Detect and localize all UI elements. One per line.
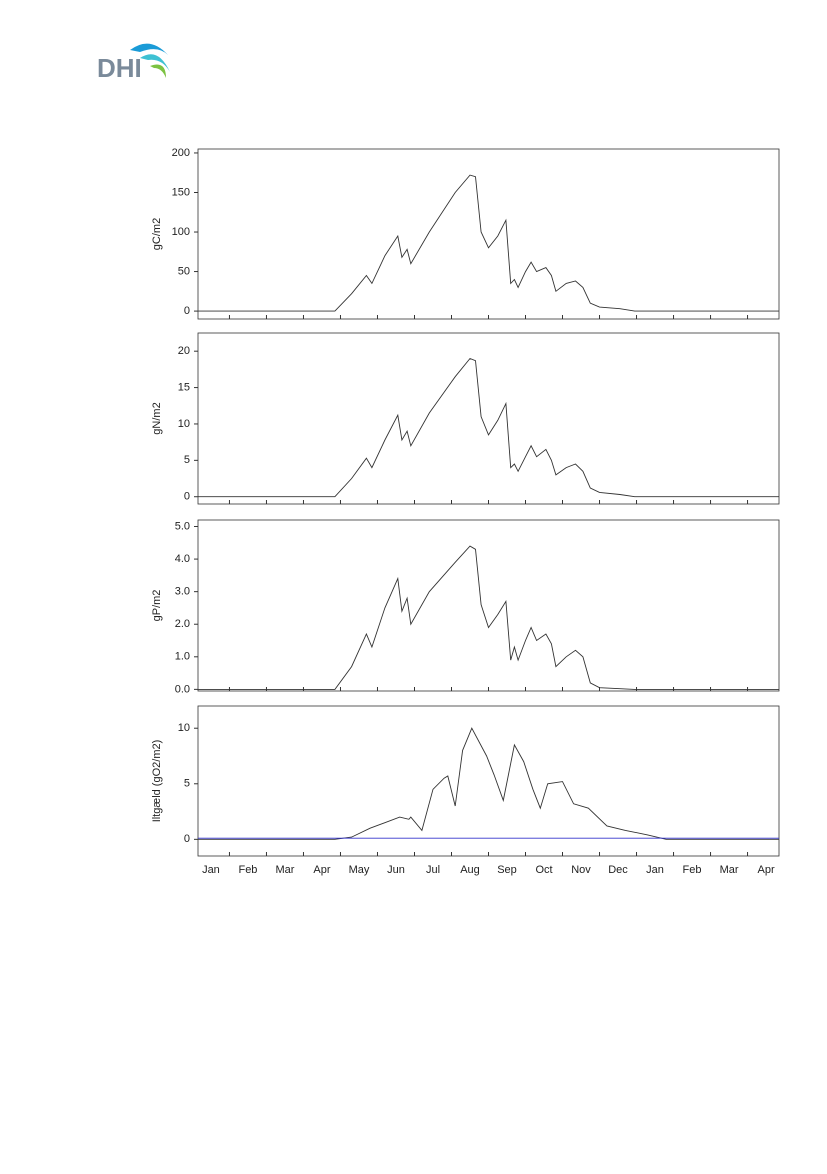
- x-tick-label: Mar: [720, 864, 739, 876]
- y-axis-label: gC/m2: [151, 218, 163, 250]
- x-tick-label: May: [349, 864, 370, 876]
- y-tick-label: 0.0: [175, 683, 190, 695]
- y-axis-label: gN/m2: [151, 402, 163, 434]
- x-tick-label: Apr: [757, 864, 774, 876]
- x-tick-label: Jan: [202, 864, 220, 876]
- x-tick-label: Jan: [646, 864, 664, 876]
- data-line: [198, 727, 779, 840]
- y-tick-label: 50: [178, 265, 190, 277]
- logo-wave: [140, 54, 170, 72]
- x-tick-label: Sep: [497, 864, 517, 876]
- data-line: [198, 357, 779, 498]
- x-tick-label: Nov: [571, 864, 591, 876]
- y-tick-label: 5: [184, 454, 190, 466]
- logo-wave: [150, 64, 166, 78]
- y-tick-label: 150: [172, 186, 190, 198]
- y-tick-label: 200: [172, 147, 190, 159]
- x-tick-label: Mar: [275, 864, 294, 876]
- x-tick-label: Jun: [387, 864, 405, 876]
- y-tick-label: 100: [172, 226, 190, 238]
- logo-wave: [130, 43, 168, 55]
- logo-text: DHI: [97, 53, 142, 83]
- x-tick-label: Jul: [426, 864, 440, 876]
- x-tick-label: Feb: [683, 864, 702, 876]
- x-tick-label: Feb: [238, 864, 257, 876]
- plot-frame: [197, 148, 780, 320]
- y-tick-label: 1.0: [175, 651, 190, 663]
- y-tick-label: 10: [178, 418, 190, 430]
- y-axis-label: gP/m2: [151, 590, 163, 622]
- y-axis-label: Iltgæld (gO2/m2): [151, 740, 163, 823]
- y-tick-label: 5.0: [175, 520, 190, 532]
- y-tick-label: 2.0: [175, 618, 190, 630]
- y-tick-label: 10: [178, 722, 190, 734]
- y-tick-label: 3.0: [175, 586, 190, 598]
- x-tick-label: Dec: [608, 864, 628, 876]
- y-tick-label: 0: [184, 305, 190, 317]
- y-tick-label: 4.0: [175, 553, 190, 565]
- plot-frame: [197, 705, 780, 857]
- y-tick-label: 0: [184, 833, 190, 845]
- y-tick-label: 20: [178, 345, 190, 357]
- x-tick-label: Oct: [535, 864, 552, 876]
- x-tick-label: Aug: [460, 864, 480, 876]
- plot-frame: [197, 332, 780, 505]
- data-line: [198, 174, 779, 312]
- y-tick-label: 0: [184, 491, 190, 503]
- y-tick-label: 5: [184, 778, 190, 790]
- y-tick-label: 15: [178, 381, 190, 393]
- plot-frame: [197, 519, 780, 692]
- x-tick-label: Apr: [313, 864, 330, 876]
- data-line: [198, 545, 779, 690]
